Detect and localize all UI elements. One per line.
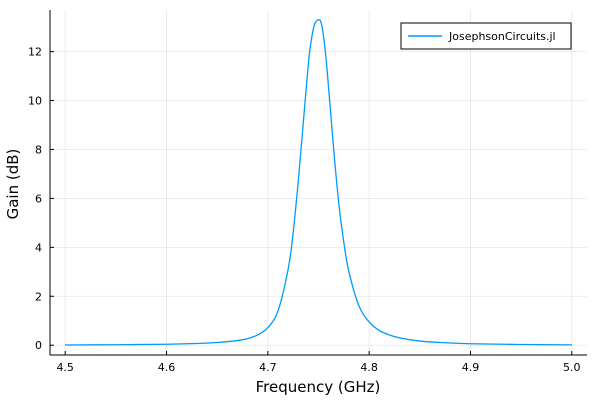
y-tick-label: 4 <box>35 241 42 254</box>
x-tick-label: 4.8 <box>360 361 378 374</box>
legend-entry-label: JosephsonCircuits.jl <box>448 30 556 43</box>
x-ticks: 4.5 4.6 4.7 4.8 4.9 5.0 <box>56 351 581 374</box>
y-tick-label: 6 <box>35 192 42 205</box>
series-line-0 <box>65 19 572 346</box>
axes <box>49 10 587 356</box>
y-axis-label: Gain (dB) <box>4 149 22 220</box>
x-tick-label: 4.9 <box>462 361 480 374</box>
y-tick-label: 0 <box>35 339 42 352</box>
x-tick-label: 4.7 <box>259 361 277 374</box>
grid <box>50 10 587 355</box>
y-tick-label: 12 <box>28 46 42 59</box>
series-layer <box>65 19 572 346</box>
legend: JosephsonCircuits.jl <box>400 22 572 50</box>
x-tick-label: 5.0 <box>563 361 581 374</box>
y-tick-label: 10 <box>28 95 42 108</box>
y-tick-label: 2 <box>35 290 42 303</box>
x-tick-label: 4.5 <box>56 361 74 374</box>
x-axis-label: Frequency (GHz) <box>256 378 381 396</box>
x-tick-label: 4.6 <box>158 361 176 374</box>
y-tick-label: 8 <box>35 143 42 156</box>
y-ticks: 0 2 4 6 8 10 12 <box>28 46 54 352</box>
